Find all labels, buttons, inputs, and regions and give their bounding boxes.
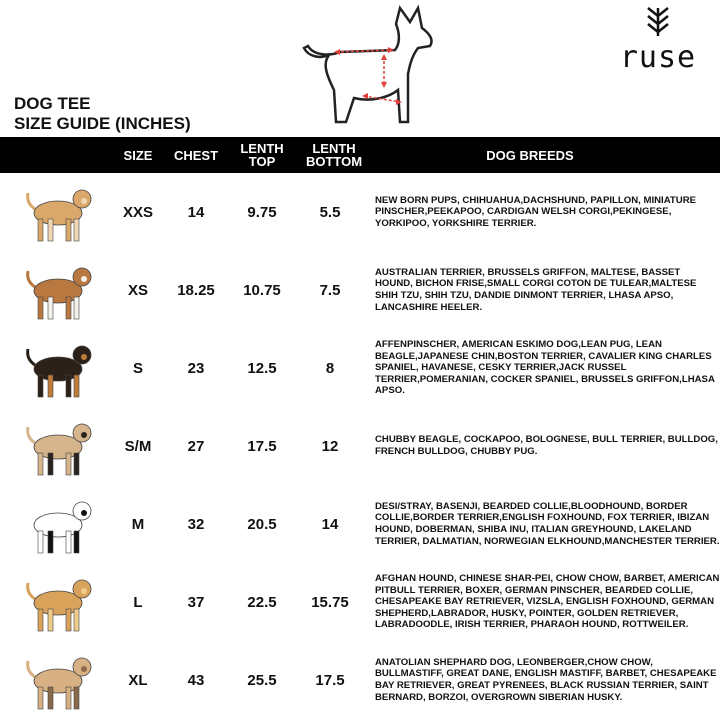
chest-cell: 32 [187, 515, 205, 533]
breeds-text: CHUBBY BEAGLE, COCKAPOO, BOLOGNESE, BULL… [375, 434, 718, 457]
breeds-text: DESI/STRAY, BASENJI, BEARDED COLLIE,BLOO… [375, 500, 720, 547]
chest-cell: 23 [187, 359, 205, 377]
table-row: XS 18.25 10.75 7.5 AUSTRALIAN TERRIER, B… [0, 251, 720, 329]
chest-cell: 27 [187, 437, 205, 455]
logo-text: ruse [619, 40, 697, 75]
length-bottom-cell: 17.5 [315, 671, 345, 689]
breeds-text: ANATOLIAN SHEPHARD DOG, LEONBERGER,CHOW … [375, 656, 717, 703]
breeds-text: AUSTRALIAN TERRIER, BRUSSELS GRIFFON, MA… [375, 266, 697, 313]
table-row: M 32 20.5 14 DESI/STRAY, BASENJI, BEARDE… [0, 485, 720, 563]
length-bottom-cell: 15.75 [311, 593, 349, 611]
beagle-photo-icon [26, 345, 92, 398]
table-row: XXS 14 9.75 5.5 NEW BORN PUPS, CHIHUAHUA… [0, 173, 720, 251]
chest-cell: 14 [187, 203, 205, 221]
length-top-cell: 25.5 [247, 671, 277, 689]
breeds-cell: AFGHAN HOUND, CHINESE SHAR-PEI, CHOW CHO… [375, 563, 720, 641]
size-cell: L [133, 593, 143, 611]
length-bottom-cell: 5.5 [319, 203, 341, 221]
title-line2: SIZE GUIDE (INCHES) [14, 114, 191, 133]
chest-cell: 18.25 [177, 281, 215, 299]
header-length-bottom: LENTH BOTTOM [305, 141, 363, 169]
table-row: S 23 12.5 8 AFFENPINSCHER, AMERICAN ESKI… [0, 329, 720, 407]
length-bottom-cell: 8 [325, 359, 335, 377]
table-header: SIZE CHEST LENTH TOP LENTH BOTTOM DOG BR… [0, 137, 720, 173]
breeds-cell: AFFENPINSCHER, AMERICAN ESKIMO DOG,LEAN … [375, 329, 720, 407]
breeds-cell: AUSTRALIAN TERRIER, BRUSSELS GRIFFON, MA… [375, 251, 720, 329]
size-cell: XXS [122, 203, 153, 221]
breeds-cell: ANATOLIAN SHEPHARD DOG, LEONBERGER,CHOW … [375, 641, 720, 719]
header-length-top: LENTH TOP [240, 141, 284, 169]
size-cell: S [132, 359, 143, 377]
table-row: XL 43 25.5 17.5 ANATOLIAN SHEPHARD DOG, … [0, 641, 720, 719]
brand-logo: ruse [616, 6, 700, 73]
length-top-cell: 20.5 [247, 515, 277, 533]
breeds-text: AFFENPINSCHER, AMERICAN ESKIMO DOG,LEAN … [375, 339, 715, 397]
length-top-cell: 10.75 [243, 281, 281, 299]
breeds-cell: DESI/STRAY, BASENJI, BEARDED COLLIE,BLOO… [375, 485, 720, 563]
length-top-cell: 17.5 [247, 437, 277, 455]
chest-cell: 43 [187, 671, 205, 689]
length-top-cell: 12.5 [247, 359, 277, 377]
length-bottom-cell: 7.5 [319, 281, 341, 299]
size-cell: S/M [124, 437, 152, 455]
table-row: S/M 27 17.5 12 CHUBBY BEAGLE, COCKAPOO, … [0, 407, 720, 485]
size-cell: M [131, 515, 145, 533]
chest-cell: 37 [187, 593, 205, 611]
dalmatian-photo-icon [26, 501, 92, 554]
golden-retriever-photo-icon [26, 579, 92, 632]
shih-tzu-photo-icon [26, 267, 92, 320]
length-bottom-cell: 12 [321, 437, 339, 455]
dog-measurement-diagram-icon [302, 4, 433, 124]
header-size: SIZE [123, 147, 153, 163]
size-cell: XL [128, 671, 148, 689]
title-line1: DOG TEE [14, 94, 91, 113]
breeds-cell: CHUBBY BEAGLE, COCKAPOO, BOLOGNESE, BULL… [375, 407, 720, 485]
length-top-cell: 9.75 [247, 203, 277, 221]
great-dane-photo-icon [26, 657, 92, 710]
header-breeds: DOG BREEDS [486, 147, 574, 163]
breeds-cell: NEW BORN PUPS, CHIHUAHUA,DACHSHUND, PAPI… [375, 173, 720, 251]
chevron-stack-icon [647, 7, 669, 36]
size-cell: XS [127, 281, 148, 299]
page-title: DOG TEE SIZE GUIDE (INCHES) [14, 94, 191, 134]
breeds-text: AFGHAN HOUND, CHINESE SHAR-PEI, CHOW CHO… [375, 573, 720, 631]
pug-photo-icon [26, 423, 92, 476]
length-bottom-cell: 14 [321, 515, 339, 533]
length-top-cell: 22.5 [247, 593, 277, 611]
breeds-text: NEW BORN PUPS, CHIHUAHUA,DACHSHUND, PAPI… [375, 194, 697, 229]
table-row: L 37 22.5 15.75 AFGHAN HOUND, CHINESE SH… [0, 563, 720, 641]
chihuahua-photo-icon [26, 189, 92, 242]
header-chest: CHEST [173, 147, 219, 163]
